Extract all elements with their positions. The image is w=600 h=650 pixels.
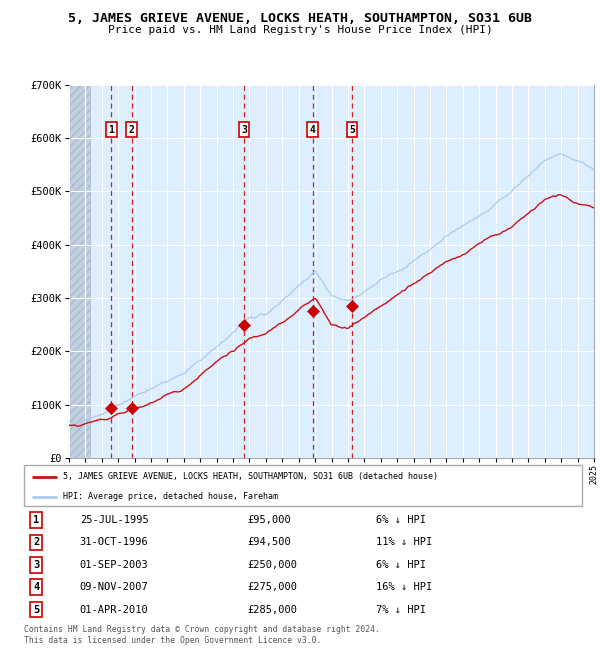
Text: 7% ↓ HPI: 7% ↓ HPI (376, 604, 425, 614)
Text: 2: 2 (33, 538, 40, 547)
Text: £94,500: £94,500 (247, 538, 291, 547)
Text: £250,000: £250,000 (247, 560, 297, 570)
Text: 5: 5 (33, 604, 40, 614)
Bar (69, 84, 91, 458)
Text: 1: 1 (108, 125, 114, 135)
Text: 6% ↓ HPI: 6% ↓ HPI (376, 515, 425, 525)
Text: 01-SEP-2003: 01-SEP-2003 (80, 560, 149, 570)
Text: 3: 3 (33, 560, 40, 570)
Text: 01-APR-2010: 01-APR-2010 (80, 604, 149, 614)
Text: 6% ↓ HPI: 6% ↓ HPI (376, 560, 425, 570)
Text: 16% ↓ HPI: 16% ↓ HPI (376, 582, 432, 592)
Text: 5: 5 (349, 125, 355, 135)
Text: 11% ↓ HPI: 11% ↓ HPI (376, 538, 432, 547)
Text: £285,000: £285,000 (247, 604, 297, 614)
Text: 5, JAMES GRIEVE AVENUE, LOCKS HEATH, SOUTHAMPTON, SO31 6UB: 5, JAMES GRIEVE AVENUE, LOCKS HEATH, SOU… (68, 12, 532, 25)
Text: 25-JUL-1995: 25-JUL-1995 (80, 515, 149, 525)
Text: 31-OCT-1996: 31-OCT-1996 (80, 538, 149, 547)
Text: 1: 1 (33, 515, 40, 525)
Text: 4: 4 (310, 125, 316, 135)
Text: 2: 2 (129, 125, 135, 135)
Text: Price paid vs. HM Land Registry's House Price Index (HPI): Price paid vs. HM Land Registry's House … (107, 25, 493, 35)
Text: HPI: Average price, detached house, Fareham: HPI: Average price, detached house, Fare… (63, 492, 278, 501)
Text: Contains HM Land Registry data © Crown copyright and database right 2024.
This d: Contains HM Land Registry data © Crown c… (24, 625, 380, 645)
Text: 09-NOV-2007: 09-NOV-2007 (80, 582, 149, 592)
Text: 5, JAMES GRIEVE AVENUE, LOCKS HEATH, SOUTHAMPTON, SO31 6UB (detached house): 5, JAMES GRIEVE AVENUE, LOCKS HEATH, SOU… (63, 472, 438, 481)
Text: £275,000: £275,000 (247, 582, 297, 592)
Text: £95,000: £95,000 (247, 515, 291, 525)
Text: 3: 3 (241, 125, 247, 135)
Text: 4: 4 (33, 582, 40, 592)
